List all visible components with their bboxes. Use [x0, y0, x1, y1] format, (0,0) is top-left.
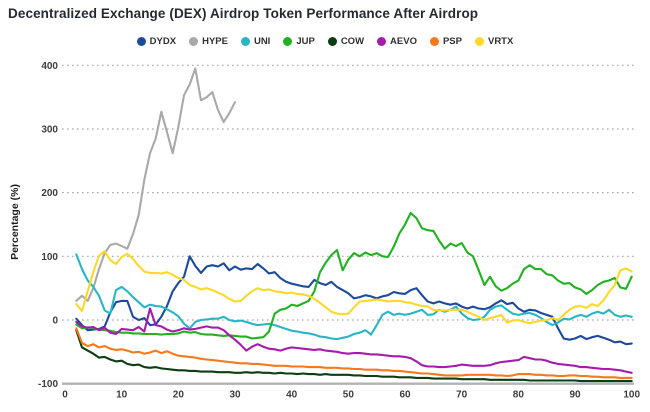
series-line-cow [75, 329, 633, 383]
legend-swatch-aevo [377, 36, 387, 46]
legend-label-aevo: AEVO [390, 35, 417, 47]
legend-item-jup: JUP [283, 35, 315, 47]
legend-label-cow: COW [340, 35, 365, 47]
x-tick-label-100: 100 [623, 390, 640, 401]
y-tick-label-400: 400 [41, 61, 58, 72]
x-tick-label-60: 60 [399, 390, 411, 401]
series-line-uni [75, 253, 633, 341]
legend-swatch-psp [429, 36, 439, 46]
legend-swatch-dydx [136, 36, 146, 46]
legend-swatch-uni [240, 36, 250, 46]
series-line-dydx [75, 255, 633, 346]
series-line-psp [75, 327, 633, 379]
x-tick-label-30: 30 [229, 390, 241, 401]
y-tick-label-0: 0 [52, 316, 58, 327]
legend-item-uni: UNI [240, 35, 271, 47]
legend-label-dydx: DYDX [149, 35, 177, 47]
legend-label-vrtx: VRTX [487, 35, 514, 47]
legend-label-psp: PSP [442, 35, 462, 47]
x-tick-label-20: 20 [173, 390, 185, 401]
legend-swatch-hype [189, 36, 199, 46]
legend-label-hype: HYPE [202, 35, 228, 47]
legend-item-aevo: AEVO [377, 36, 417, 47]
legend-item-cow: COW [327, 35, 365, 47]
legend-label-jup: JUP [296, 35, 315, 47]
x-tick-label-40: 40 [286, 390, 298, 401]
legend-swatch-cow [327, 36, 337, 46]
legend-swatch-vrtx [474, 36, 484, 46]
series-line-jup [75, 211, 633, 340]
y-tick-label--100: -100 [38, 379, 58, 390]
series-line-hype [75, 67, 237, 302]
y-tick-label-100: 100 [41, 252, 58, 263]
x-tick-label-0: 0 [62, 390, 68, 401]
x-tick-label-10: 10 [116, 390, 128, 401]
y-tick-label-200: 200 [41, 188, 58, 199]
legend-label-uni: UNI [253, 35, 271, 47]
legend-item-vrtx: VRTX [474, 35, 514, 47]
x-tick-label-70: 70 [456, 390, 468, 401]
legend-swatch-jup [283, 36, 293, 46]
legend-item-psp: PSP [429, 35, 462, 47]
x-tick-label-80: 80 [513, 390, 525, 401]
x-tick-label-50: 50 [343, 390, 355, 401]
y-tick-label-300: 300 [41, 124, 58, 135]
series-line-vrtx [75, 250, 633, 325]
series-line-aevo [75, 307, 633, 374]
chart-title: Decentralized Exchange (DEX) Airdrop Tok… [8, 6, 479, 21]
legend-item-hype: HYPE [189, 36, 228, 47]
legend-item-dydx: DYDX [136, 35, 177, 47]
y-axis-label: Percentage (%) [9, 184, 21, 260]
x-tick-label-90: 90 [569, 390, 581, 401]
chart-legend: DYDX HYPE UNI JUP COW AEVO PSP VRTX [0, 33, 650, 49]
